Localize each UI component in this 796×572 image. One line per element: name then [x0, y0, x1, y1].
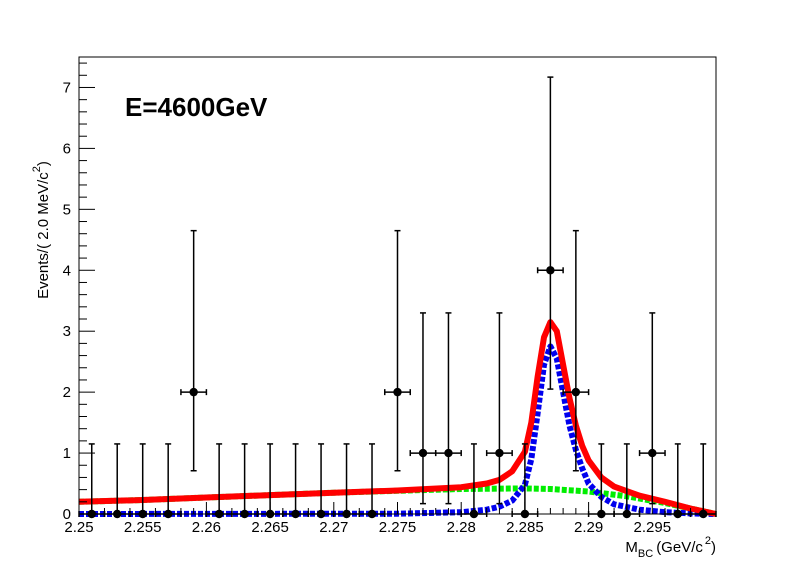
data-point [409, 312, 437, 505]
data-point [180, 229, 208, 472]
y-tick-label: 6 [63, 140, 71, 157]
data-point [384, 229, 411, 472]
data-marker [546, 266, 555, 275]
data-marker [189, 387, 198, 397]
x-axis-title-unit: (GeV/c [656, 539, 703, 556]
data-point [562, 229, 590, 472]
x-tick-label: 2.255 [124, 519, 162, 536]
x-tick-label: 2.285 [506, 519, 544, 536]
axes: 2.25 2.255 2.26 2.265 2.27 2.275 2.28 2.285 2.29… [63, 62, 717, 536]
data-marker [444, 448, 453, 458]
y-axis-title-close: ) [35, 161, 52, 166]
y-axis-title: Events/( 2.0 MeV/c2) [31, 161, 52, 299]
fit-curve-0 [78, 485, 717, 517]
y-axis-title-sup: 2 [31, 166, 43, 172]
x-tick-label: 2.265 [251, 519, 289, 536]
x-axis-title-close: ) [711, 539, 716, 556]
x-tick-label: 2.275 [379, 519, 417, 536]
fit-curve-1 [78, 343, 717, 517]
x-axis-title-main: M [625, 539, 638, 556]
y-tick-label: 5 [63, 201, 71, 218]
data-point [485, 312, 513, 505]
data-marker [648, 448, 657, 458]
x-axis-title-sub: BC [638, 548, 653, 560]
x-tick-label: 2.29 [574, 519, 603, 536]
data-point [638, 312, 666, 505]
x-axis-title: MBC (GeV/c 2) [625, 535, 716, 560]
y-tick-label: 2 [63, 384, 71, 401]
data-point [434, 312, 462, 505]
y-axis-title-main: Events/( 2.0 MeV/c [35, 172, 52, 299]
y-tick-label: 0 [63, 506, 71, 523]
x-axis-title-sup: 2 [705, 535, 711, 547]
x-tick-label: 2.25 [64, 519, 93, 536]
data-marker [571, 387, 581, 397]
data-marker [495, 448, 504, 458]
energy-annotation: E=4600GeV [125, 92, 268, 122]
y-tick-label: 3 [63, 323, 71, 340]
x-tick-label: 2.295 [634, 519, 672, 536]
data-marker [393, 387, 402, 397]
x-tick-label: 2.27 [319, 519, 348, 536]
x-tick-label: 2.26 [192, 519, 221, 536]
fit-curves [78, 319, 717, 517]
x-tick-label: 2.28 [447, 519, 476, 536]
data-marker [418, 448, 428, 458]
y-tick-label: 4 [63, 262, 71, 279]
y-tick-label: 1 [63, 445, 71, 462]
fit-curve-2 [78, 319, 717, 517]
data-point [536, 76, 564, 390]
y-tick-label: 7 [63, 79, 71, 96]
